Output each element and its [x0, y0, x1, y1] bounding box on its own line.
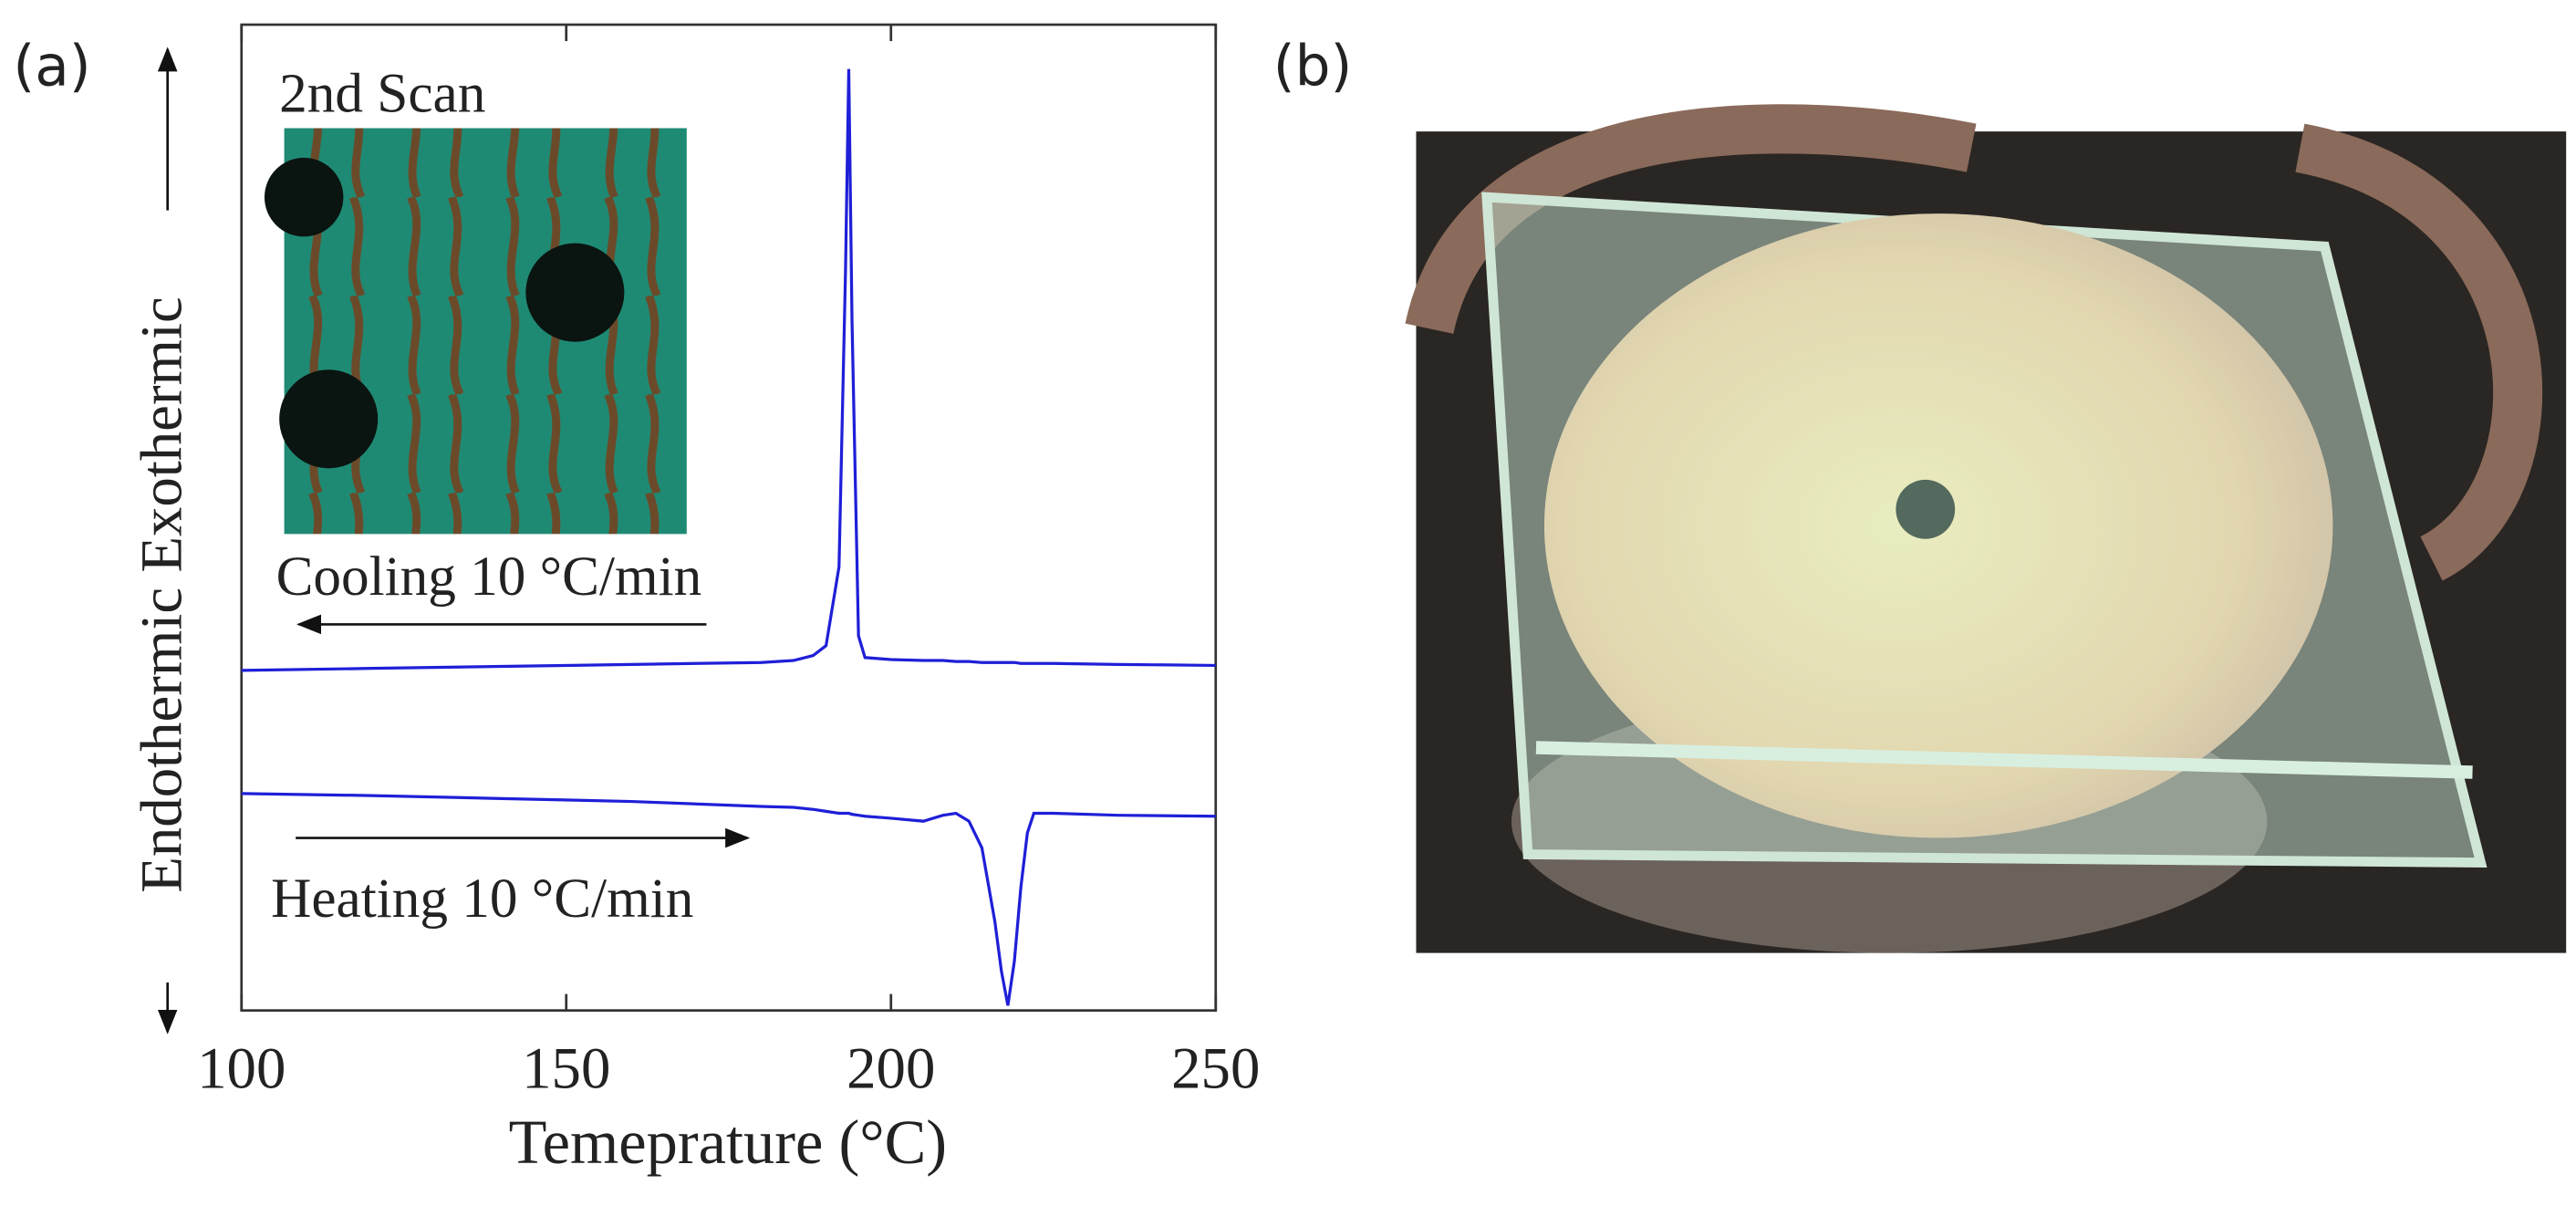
photo-hole [1896, 479, 1956, 539]
panel-label: (a) [13, 35, 90, 99]
x-tick-label: 150 [522, 1035, 610, 1101]
x-tick-label: 250 [1171, 1035, 1260, 1101]
plot-frame [240, 23, 1218, 1013]
inset-image [284, 128, 687, 535]
x-tick-label: 200 [847, 1035, 935, 1101]
data-line [241, 792, 1216, 1006]
annotation: 2nd Scan [279, 62, 485, 124]
inset-hole [264, 157, 344, 237]
panel-label: (b) [1273, 35, 1353, 99]
inset-hole [525, 243, 625, 342]
photo-tube [2295, 123, 2543, 581]
annotation: Heating 10 °C/min [271, 868, 693, 930]
data-line [241, 68, 1216, 672]
photo [1405, 104, 2567, 953]
x-tick-label: 100 [197, 1035, 286, 1101]
photo-glass-edge [1535, 741, 2473, 779]
x-axis-label: Temeprature (°C) [509, 1107, 947, 1177]
photo-tube [1405, 104, 1977, 335]
label-background [140, 210, 194, 983]
y-axis-label: Endothermic Exothermic [130, 296, 195, 892]
annotation: Cooling 10 °C/min [276, 546, 702, 608]
inset-hole [279, 369, 379, 469]
